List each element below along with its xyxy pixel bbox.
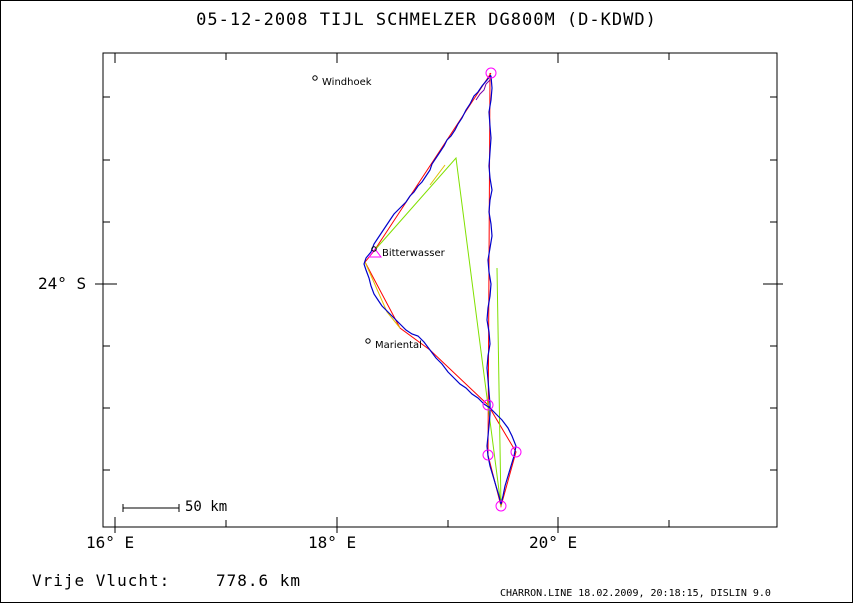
start-triangle-icon bbox=[368, 248, 382, 258]
map-title: 05-12-2008 TIJL SCHMELZER DG800M (D-KDWD… bbox=[196, 10, 657, 30]
bitterwasser-marker-icon bbox=[371, 246, 377, 252]
windhoek-marker-icon bbox=[312, 75, 318, 81]
x-axis-label-18e: 18° E bbox=[308, 533, 357, 552]
optimized-route-line bbox=[373, 156, 502, 507]
leg-highlight-line bbox=[364, 261, 401, 329]
leg-highlight-line-2 bbox=[429, 164, 446, 186]
declared-route-line bbox=[364, 72, 517, 508]
software-credit: CHARRON.LINE 18.02.2009, 20:18:15, DISLI… bbox=[500, 588, 771, 599]
y-ticks bbox=[95, 96, 783, 471]
turnpoint-marker bbox=[495, 500, 507, 512]
turnpoints bbox=[368, 67, 522, 512]
turnpoint-marker bbox=[485, 67, 497, 79]
scale-label: 50 km bbox=[185, 499, 228, 515]
turnpoint-marker bbox=[482, 449, 494, 461]
flight-distance: 778.6 km bbox=[216, 571, 302, 590]
turnpoint-marker bbox=[482, 399, 494, 411]
y-axis-label: 24° S bbox=[38, 274, 87, 293]
plot-area bbox=[102, 52, 778, 528]
place-label-windhoek: Windhoek bbox=[322, 77, 372, 88]
place-markers bbox=[312, 75, 377, 344]
place-label-bitterwasser: Bitterwasser bbox=[382, 248, 445, 259]
x-ticks bbox=[114, 53, 670, 533]
x-axis-label-16e: 16° E bbox=[86, 533, 135, 552]
flight-type-label: Vrije Vlucht: bbox=[32, 571, 171, 590]
flight-track-detail bbox=[475, 79, 491, 101]
mariental-marker-icon bbox=[365, 338, 371, 344]
turnpoint-marker bbox=[510, 446, 522, 458]
flight-track-line bbox=[363, 74, 517, 505]
scale-bar bbox=[122, 504, 180, 512]
place-label-mariental: Mariental bbox=[375, 340, 422, 351]
x-axis-label-20e: 20° E bbox=[529, 533, 578, 552]
